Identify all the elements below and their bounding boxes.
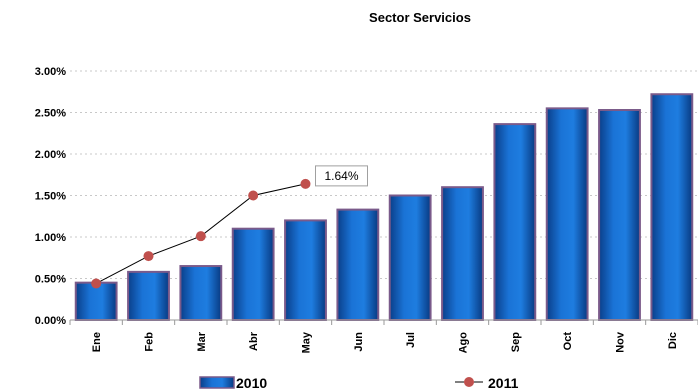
y-axis-ticks: 0.00% 0.50% 1.00% 1.50% 2.00% 2.50% 3.00% xyxy=(35,66,66,327)
x-tick-label-abr: Abr xyxy=(248,331,260,351)
y-tick-label: 1.00% xyxy=(35,232,66,244)
y-tick-label: 2.00% xyxy=(35,149,66,161)
x-tick-label-may: May xyxy=(301,331,313,353)
bar-dic xyxy=(650,93,694,321)
point-2011-abr xyxy=(248,190,259,201)
bar-jun xyxy=(336,208,380,321)
legend-swatch-2011-marker xyxy=(464,377,474,387)
y-tick-label: 2.50% xyxy=(35,108,66,120)
point-2011-mar xyxy=(195,231,206,242)
chart-title: Sector Servicios xyxy=(369,10,471,25)
bar-abr xyxy=(231,227,275,321)
point-2011-feb xyxy=(143,251,154,262)
bars xyxy=(74,93,694,322)
legend-label-2011: 2011 xyxy=(488,375,519,391)
y-tick-label: 3.00% xyxy=(35,66,66,78)
y-tick-label: 1.50% xyxy=(35,191,66,203)
bar-ago xyxy=(441,186,484,321)
x-tick-label-jun: Jun xyxy=(353,332,365,352)
bar-mar xyxy=(179,265,223,321)
y-tick-label: 0.00% xyxy=(35,315,66,327)
bar-nov xyxy=(598,109,641,322)
x-tick-label-oct: Oct xyxy=(562,332,574,351)
x-tick-label-sep: Sep xyxy=(510,332,522,352)
annotations: 1.64% xyxy=(315,165,368,187)
y-tick-label: 0.50% xyxy=(35,274,66,286)
bar-sep xyxy=(493,123,537,322)
bar-feb xyxy=(127,270,170,321)
legend: 2010 2011 xyxy=(199,375,519,391)
bar-may xyxy=(284,219,327,321)
bar-oct xyxy=(545,107,589,321)
bar-jul xyxy=(388,194,432,321)
data-label: 1.64% xyxy=(324,169,358,183)
x-tick-label-ene: Ene xyxy=(91,332,103,352)
x-tick-label-mar: Mar xyxy=(196,331,208,351)
point-2011-may xyxy=(300,178,311,189)
point-2011-ene xyxy=(91,278,102,289)
legend-label-2010: 2010 xyxy=(236,375,267,391)
x-tick-label-ago: Ago xyxy=(458,332,470,354)
line-series xyxy=(91,178,311,289)
x-tick-label-jul: Jul xyxy=(405,332,417,348)
x-tick-label-dic: Dic xyxy=(667,332,679,349)
x-tick-label-feb: Feb xyxy=(144,332,156,352)
data-label-box xyxy=(315,165,368,187)
x-tick-label-nov: Nov xyxy=(615,331,627,353)
legend-swatch-2010 xyxy=(199,376,235,389)
x-axis-ticks: Ene Feb Mar Abr May Jun Jul Ago Sep Oct Nov Dic xyxy=(69,320,698,354)
